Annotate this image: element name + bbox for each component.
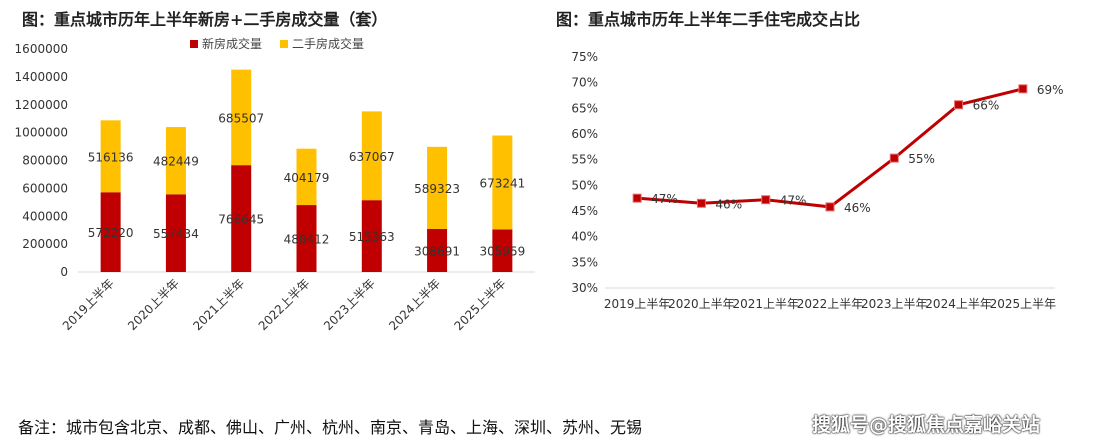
data-label: 637067 bbox=[349, 150, 395, 164]
bar-segment bbox=[492, 135, 513, 230]
y-tick-label: 65% bbox=[571, 101, 598, 115]
footnote: 备注：城市包含北京、成都、佛山、广州、杭州、南京、青岛、上海、深圳、苏州、无锡 bbox=[18, 418, 643, 437]
x-tick-label: 2025上半年 bbox=[990, 297, 1057, 311]
y-tick-label: 45% bbox=[571, 204, 598, 218]
data-point bbox=[1018, 84, 1028, 94]
line-chart-title: 图：重点城市历年上半年二手住宅成交占比 bbox=[556, 10, 861, 29]
data-label: 516136 bbox=[88, 150, 134, 164]
data-label: 482449 bbox=[153, 155, 199, 169]
x-tick-label: 2019上半年 bbox=[604, 297, 671, 311]
bar-segment bbox=[100, 120, 121, 193]
y-tick-label: 1600000 bbox=[15, 42, 68, 56]
data-point bbox=[632, 193, 642, 203]
y-tick-label: 60% bbox=[571, 127, 598, 141]
data-label: 66% bbox=[973, 99, 1000, 113]
x-tick-label: 2021上半年 bbox=[732, 297, 799, 311]
y-tick-label: 0 bbox=[60, 265, 68, 279]
y-tick-label: 35% bbox=[571, 255, 598, 269]
bar-segment bbox=[165, 127, 186, 195]
x-tick-label: 2022上半年 bbox=[797, 297, 864, 311]
bar-chart-title: 图：重点城市历年上半年新房+二手房成交量（套） bbox=[22, 10, 388, 29]
data-point bbox=[825, 202, 835, 212]
y-tick-label: 1200000 bbox=[15, 98, 68, 112]
data-label: 515363 bbox=[349, 230, 395, 244]
x-tick-label: 2022上半年 bbox=[256, 276, 313, 333]
data-label: 308691 bbox=[414, 244, 460, 258]
y-tick-label: 1000000 bbox=[15, 126, 68, 140]
bar-segment bbox=[296, 148, 317, 206]
bar-segment bbox=[427, 146, 448, 229]
bar-segment bbox=[492, 229, 513, 272]
bar-segment bbox=[231, 69, 252, 166]
x-tick-label: 2021上半年 bbox=[190, 276, 247, 333]
x-tick-label: 2019上半年 bbox=[60, 276, 117, 333]
bar-segment bbox=[165, 194, 186, 272]
legend-swatch bbox=[190, 40, 198, 48]
y-tick-label: 75% bbox=[571, 50, 598, 64]
y-tick-label: 70% bbox=[571, 76, 598, 90]
y-tick-label: 55% bbox=[571, 153, 598, 167]
y-tick-label: 800000 bbox=[22, 154, 68, 168]
data-label: 404179 bbox=[284, 171, 330, 185]
data-label: 589323 bbox=[414, 182, 460, 196]
y-tick-label: 1400000 bbox=[15, 70, 68, 84]
data-point bbox=[696, 198, 706, 208]
data-label: 47% bbox=[780, 194, 807, 208]
y-tick-label: 400000 bbox=[22, 209, 68, 223]
x-tick-label: 2024上半年 bbox=[925, 297, 992, 311]
data-label: 46% bbox=[844, 201, 871, 215]
data-label: 305959 bbox=[479, 245, 525, 259]
data-label: 685507 bbox=[218, 111, 264, 125]
data-label: 47% bbox=[651, 192, 678, 206]
data-label: 673241 bbox=[479, 176, 525, 190]
watermark: 搜狐号@搜狐焦点嘉峪关站 bbox=[812, 414, 1041, 436]
x-tick-label: 2023上半年 bbox=[321, 276, 378, 333]
bar-segment bbox=[427, 228, 448, 272]
y-tick-label: 600000 bbox=[22, 181, 68, 195]
charts-canvas: 0 200000 400000 600000 800000 1000000 1200000 1… bbox=[15, 36, 1064, 333]
bar-segment bbox=[231, 165, 252, 272]
data-point bbox=[954, 100, 964, 110]
bar-segment bbox=[100, 192, 121, 272]
x-tick-label: 2025上半年 bbox=[452, 276, 509, 333]
y-tick-label: 200000 bbox=[22, 237, 68, 251]
series-line bbox=[637, 87, 1024, 209]
legend-label: 新房成交量 bbox=[202, 36, 262, 51]
y-tick-label: 30% bbox=[571, 281, 598, 295]
data-label: 557434 bbox=[153, 227, 199, 241]
y-tick-label: 50% bbox=[571, 178, 598, 192]
data-label: 766645 bbox=[218, 213, 264, 227]
legend-swatch bbox=[280, 40, 288, 48]
x-tick-label: 2024上半年 bbox=[386, 276, 443, 333]
data-label: 572220 bbox=[88, 226, 134, 240]
data-point bbox=[761, 195, 771, 205]
x-tick-label: 2020上半年 bbox=[125, 276, 182, 333]
bar-segment bbox=[361, 200, 382, 272]
bar-segment bbox=[296, 205, 317, 272]
bar-segment bbox=[361, 111, 382, 201]
x-tick-label: 2020上半年 bbox=[668, 297, 735, 311]
x-tick-label: 2023上半年 bbox=[861, 297, 928, 311]
data-label: 46% bbox=[715, 197, 742, 211]
legend-label: 二手房成交量 bbox=[292, 36, 364, 51]
data-label: 55% bbox=[908, 152, 935, 166]
data-label: 69% bbox=[1037, 83, 1064, 97]
data-label: 480412 bbox=[284, 233, 330, 247]
y-tick-label: 40% bbox=[571, 230, 598, 244]
data-point bbox=[889, 153, 899, 163]
